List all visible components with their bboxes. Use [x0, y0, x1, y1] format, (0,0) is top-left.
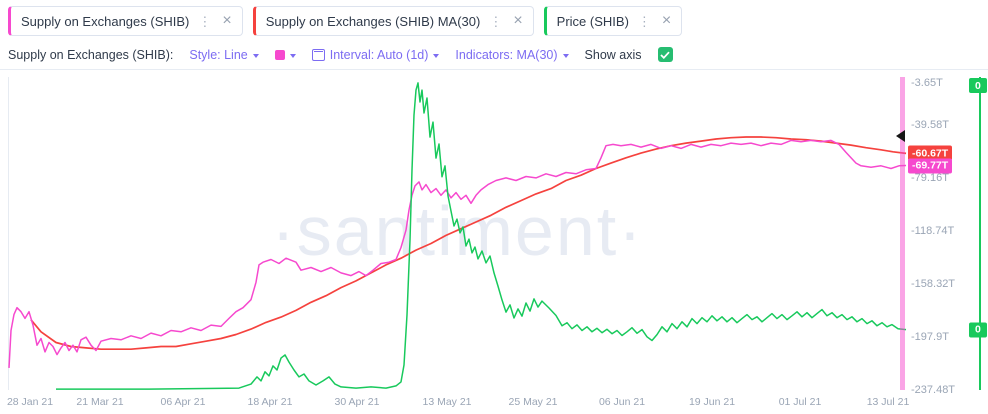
close-icon[interactable]: ×	[222, 12, 232, 29]
x-axis-label: 18 Apr 21	[247, 396, 293, 408]
series-line-ma	[30, 136, 907, 351]
price-current-badge: 0	[969, 322, 987, 338]
y-axis-label: -79.16T	[911, 172, 949, 185]
close-icon[interactable]: ×	[513, 12, 523, 29]
style-color-swatch[interactable]	[274, 49, 285, 60]
tab-label: Price (SHIB)	[556, 13, 629, 29]
show-axis-label: Show axis	[584, 47, 642, 62]
kebab-menu-icon[interactable]: ⋮	[489, 13, 503, 29]
interval-icon	[311, 48, 325, 61]
supply-axis-highlight[interactable]	[900, 77, 905, 390]
x-axis-label: 28 Jan 21	[6, 396, 54, 408]
current-value-badge: -69.77T	[908, 158, 953, 173]
chart-area: ·santiment· -3.65T -39.58T -79.16T -118.74T…	[0, 70, 988, 414]
chevron-down-icon	[433, 53, 440, 58]
cursor-marker	[896, 130, 905, 143]
series-line-price	[56, 82, 907, 390]
chart-toolbar: Supply on Exchanges (SHIB): Style: Line …	[0, 40, 988, 70]
x-axis-label: 13 Jul 21	[866, 396, 910, 408]
style-dropdown[interactable]: Style: Line	[189, 48, 259, 62]
x-axis-label: 19 Jun 21	[688, 396, 736, 408]
series-line-supply	[8, 139, 907, 368]
x-axis-label: 21 Mar 21	[76, 396, 124, 408]
tab-supply-on-exchanges[interactable]: Supply on Exchanges (SHIB) ⋮ ×	[8, 6, 243, 36]
y-axis-label: -197.9T	[911, 331, 949, 344]
x-axis-label: 06 Jun 21	[598, 396, 646, 408]
price-axis-line[interactable]	[979, 77, 981, 390]
price-axis-top-badge: 0	[969, 78, 987, 93]
y-axis-label: -39.58T	[911, 119, 949, 132]
tab-label: Supply on Exchanges (SHIB)	[21, 13, 190, 29]
interval-dropdown[interactable]: Interval: Auto (1d)	[311, 48, 440, 62]
x-axis-labels: 28 Jan 21 21 Mar 21 06 Apr 21 18 Apr 21 30 A…	[6, 396, 909, 412]
x-axis-label: 13 May 21	[422, 396, 472, 408]
chevron-down-icon	[252, 53, 259, 58]
x-axis-label: 01 Jul 21	[778, 396, 822, 408]
indicators-dropdown[interactable]: Indicators: MA(30)	[455, 48, 569, 62]
chevron-down-icon	[289, 53, 296, 58]
x-axis-label: 06 Apr 21	[160, 396, 206, 408]
y-axis-label: -237.48T	[911, 384, 956, 396]
show-axis-checkbox[interactable]	[657, 47, 673, 62]
x-axis-label: 30 Apr 21	[334, 396, 380, 408]
metric-tabs: Supply on Exchanges (SHIB) ⋮ × Supply on…	[0, 0, 988, 40]
y-axis-label: -118.74T	[911, 225, 955, 238]
close-icon[interactable]: ×	[661, 12, 672, 29]
tab-supply-on-exchanges-ma30[interactable]: Supply on Exchanges (SHIB) MA(30) ⋮ ×	[252, 6, 534, 36]
y-axis-labels: -3.65T -39.58T -79.16T -118.74T -158.32T -197…	[911, 77, 975, 396]
kebab-menu-icon[interactable]: ⋮	[198, 13, 212, 29]
tab-price-shib[interactable]: Price (SHIB) ⋮ ×	[543, 6, 683, 36]
y-axis-label: -158.32T	[911, 278, 956, 291]
chevron-down-icon	[562, 53, 569, 58]
chart-plot[interactable]: ·santiment·	[8, 77, 907, 390]
color-dropdown[interactable]	[274, 49, 296, 60]
kebab-menu-icon[interactable]: ⋮	[637, 13, 651, 29]
x-axis-label: 25 May 21	[508, 396, 558, 408]
chart-canvas[interactable]	[8, 77, 907, 390]
checkmark-icon	[660, 51, 670, 59]
active-metric-label: Supply on Exchanges (SHIB):	[8, 47, 174, 62]
y-axis-label: -3.65T	[911, 77, 943, 89]
tab-label: Supply on Exchanges (SHIB) MA(30)	[265, 13, 481, 29]
current-value-badge: -60.67T	[908, 145, 953, 161]
